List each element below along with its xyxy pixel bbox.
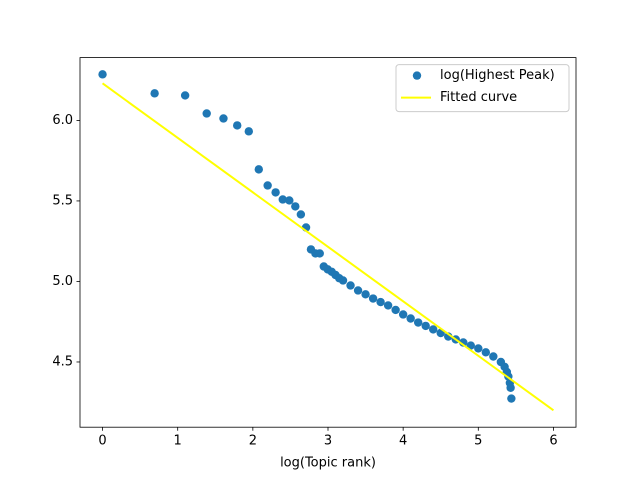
point: [413, 318, 423, 327]
point: [219, 114, 228, 123]
x-tick-label: 6: [549, 434, 557, 449]
point: [489, 352, 498, 361]
x-axis-label: log(Topic rank): [280, 456, 376, 471]
x-tick-label: 5: [474, 434, 482, 449]
legend-box: [395, 64, 570, 113]
point: [507, 394, 516, 403]
point: [150, 89, 159, 98]
point: [338, 276, 348, 285]
point: [315, 249, 324, 258]
y-tick-label: 5.5: [52, 193, 73, 208]
point: [346, 281, 355, 290]
point: [98, 70, 107, 79]
x-tick-label: 3: [324, 434, 332, 449]
point: [376, 297, 385, 307]
axes-frame: [79, 57, 577, 428]
legend-label: Fitted curve: [440, 90, 517, 105]
point: [271, 188, 280, 197]
point: [278, 195, 287, 204]
x-tick-label: 0: [98, 434, 106, 449]
y-tick-label: 5.0: [52, 274, 73, 289]
point: [391, 305, 400, 315]
y-tick-label: 6.0: [52, 113, 73, 128]
point: [296, 210, 306, 219]
legend-label: log(Highest Peak): [440, 68, 555, 83]
point: [421, 321, 430, 331]
point: [244, 127, 253, 136]
point: [398, 310, 408, 319]
point: [291, 202, 300, 211]
x-tick-label: 4: [399, 434, 407, 449]
legend-marker: [412, 71, 422, 80]
point: [383, 301, 393, 310]
point: [233, 121, 242, 130]
point: [361, 290, 370, 299]
point: [368, 294, 378, 303]
point: [254, 165, 263, 174]
point: [429, 325, 438, 334]
x-tick-label: 1: [174, 434, 182, 449]
line: [101, 82, 555, 412]
point: [481, 348, 491, 357]
point: [202, 109, 211, 118]
y-tick-label: 4.5: [52, 354, 73, 369]
point: [506, 383, 515, 392]
point: [285, 196, 294, 205]
point: [474, 344, 483, 353]
point: [263, 181, 272, 190]
point: [406, 314, 415, 323]
x-tick-label: 2: [249, 434, 257, 449]
point: [353, 286, 363, 295]
point: [180, 91, 190, 100]
